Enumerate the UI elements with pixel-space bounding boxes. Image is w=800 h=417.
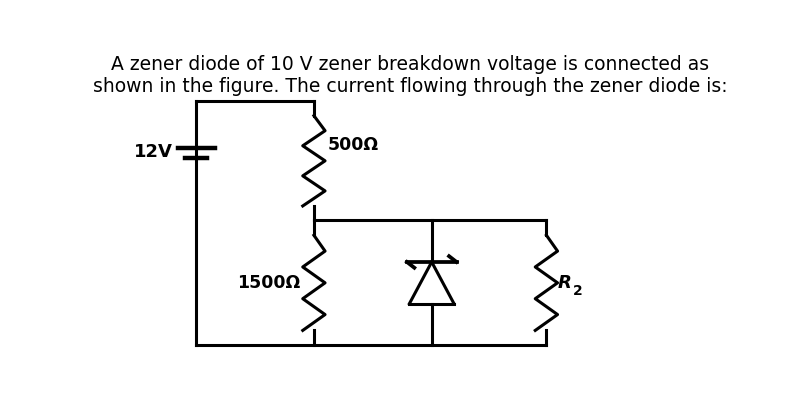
Text: A zener diode of 10 V zener breakdown voltage is connected as
shown in the figur: A zener diode of 10 V zener breakdown vo… bbox=[93, 55, 727, 96]
Text: 1500Ω: 1500Ω bbox=[237, 274, 300, 292]
Text: 500Ω: 500Ω bbox=[327, 136, 378, 154]
Text: R: R bbox=[558, 274, 571, 292]
Text: 2: 2 bbox=[573, 284, 583, 298]
Text: 12V: 12V bbox=[134, 143, 173, 161]
